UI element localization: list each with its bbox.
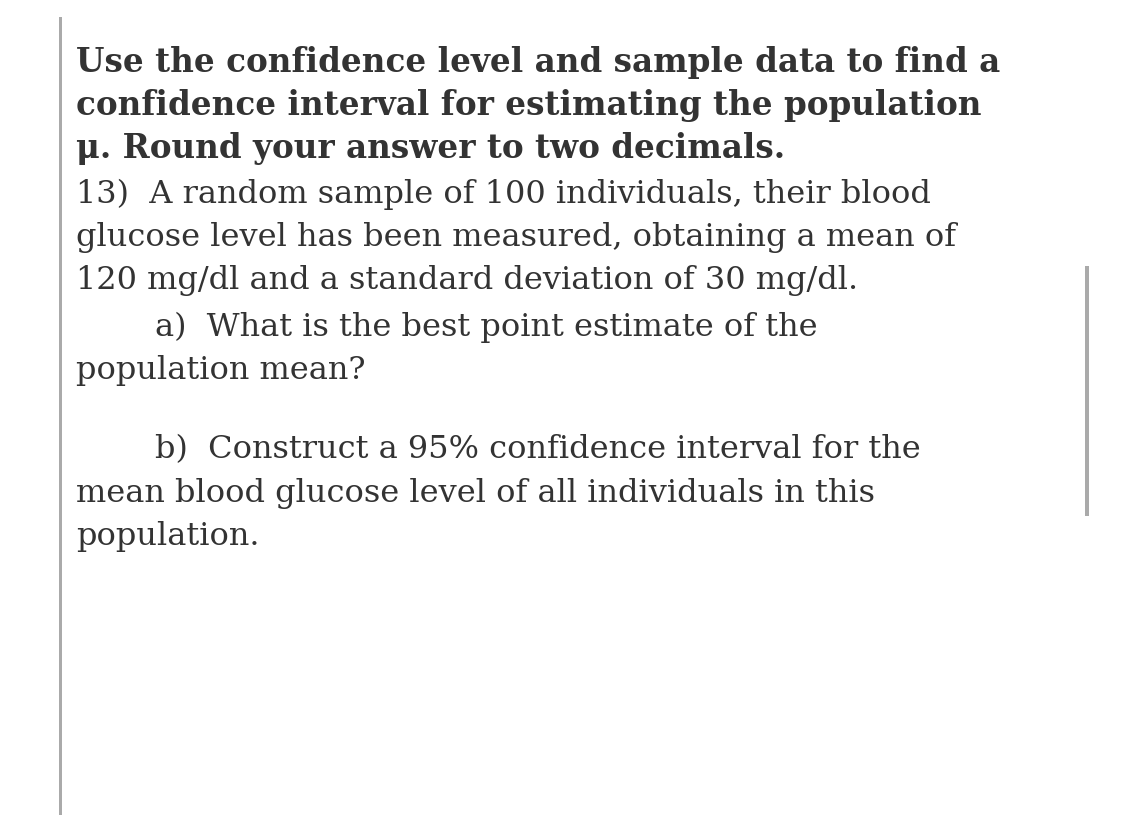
Text: glucose level has been measured, obtaining a mean of: glucose level has been measured, obtaini… [76,222,956,253]
Text: 120 mg/dl and a standard deviation of 30 mg/dl.: 120 mg/dl and a standard deviation of 30… [76,265,858,296]
Text: confidence interval for estimating the population: confidence interval for estimating the p… [76,89,982,122]
Text: population mean?: population mean? [76,355,366,386]
Text: μ. Round your answer to two decimals.: μ. Round your answer to two decimals. [76,132,785,166]
Bar [1084,266,1089,516]
Text: Use the confidence level and sample data to find a: Use the confidence level and sample data… [76,46,1001,79]
Text: population.: population. [76,521,260,552]
Text: 13)  A random sample of 100 individuals, their blood: 13) A random sample of 100 individuals, … [76,179,932,210]
Bar [58,17,62,815]
Text: b)  Construct a 95% confidence interval for the: b) Construct a 95% confidence interval f… [155,434,921,465]
Text: mean blood glucose level of all individuals in this: mean blood glucose level of all individu… [76,478,875,508]
Text: a)  What is the best point estimate of the: a) What is the best point estimate of th… [155,312,818,344]
